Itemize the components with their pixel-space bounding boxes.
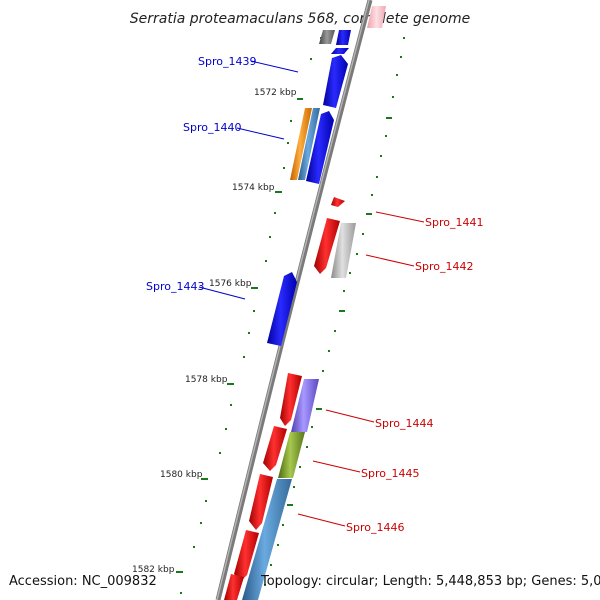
reverse-cds-spro1441[interactable] bbox=[331, 197, 345, 207]
gene-label-spro1443[interactable]: Spro_1443 bbox=[146, 280, 204, 293]
gene-label-spro1446[interactable]: Spro_1446 bbox=[346, 521, 404, 534]
reverse-strand-features bbox=[224, 197, 345, 600]
tick-label-1580: 1580 kbp bbox=[160, 470, 203, 480]
misc-feature-grey[interactable] bbox=[331, 223, 356, 278]
misc-feature-steelblue-upper[interactable] bbox=[298, 108, 320, 180]
genome-backbone bbox=[215, 0, 373, 600]
leader-spro1445 bbox=[312, 460, 361, 473]
gene-label-spro1444[interactable]: Spro_1444 bbox=[375, 417, 433, 430]
gene-label-spro1440[interactable]: Spro_1440 bbox=[183, 121, 241, 134]
forward-cds-spro1443[interactable] bbox=[267, 272, 297, 346]
reverse-cds-2[interactable] bbox=[263, 426, 287, 471]
forward-cds-spro1439[interactable] bbox=[323, 55, 348, 108]
leader-spro1440 bbox=[236, 127, 285, 140]
leader-spro1446 bbox=[297, 513, 346, 527]
misc-feature-orange[interactable] bbox=[290, 108, 312, 180]
tick-label-1574: 1574 kbp bbox=[232, 183, 275, 193]
gene-label-spro1439[interactable]: Spro_1439 bbox=[198, 55, 256, 68]
reverse-cds-5[interactable] bbox=[224, 574, 244, 600]
forward-cds-spro1440[interactable] bbox=[306, 111, 334, 184]
gene-label-spro1442[interactable]: Spro_1442 bbox=[415, 260, 473, 273]
leader-spro1444 bbox=[325, 409, 375, 423]
gene-label-spro1441[interactable]: Spro_1441 bbox=[425, 216, 483, 229]
reverse-cds-3[interactable] bbox=[249, 474, 273, 530]
misc-feature-olive[interactable] bbox=[278, 432, 305, 478]
tick-label-1578: 1578 kbp bbox=[185, 375, 228, 385]
misc-feature-dark-grey[interactable] bbox=[319, 30, 335, 44]
reverse-cds-1[interactable] bbox=[280, 373, 302, 426]
genome-summary-text: Topology: circular; Length: 5,448,853 bp… bbox=[261, 574, 600, 589]
misc-feature-pink[interactable] bbox=[367, 6, 386, 28]
misc-feature-steelblue-lower[interactable] bbox=[242, 479, 292, 600]
forward-strand-features bbox=[267, 30, 351, 346]
tick-label-1582: 1582 kbp bbox=[132, 565, 175, 575]
tick-label-1572: 1572 kbp bbox=[254, 88, 297, 98]
outer-tick-ring bbox=[264, 37, 405, 586]
gene-label-spro1445[interactable]: Spro_1445 bbox=[361, 467, 419, 480]
label-leader-lines bbox=[198, 60, 425, 527]
leader-spro1442 bbox=[365, 254, 415, 267]
map-title: Serratia proteamaculans 568, complete ge… bbox=[130, 11, 470, 27]
reverse-cds-4[interactable] bbox=[234, 530, 259, 581]
forward-cds-small-arrow[interactable] bbox=[331, 48, 349, 54]
misc-feature-purple[interactable] bbox=[291, 379, 319, 432]
leader-spro1443 bbox=[198, 286, 246, 300]
misc-features bbox=[242, 6, 386, 600]
reverse-cds-spro1442-adjacent[interactable] bbox=[314, 218, 340, 274]
accession-text: Accession: NC_009832 bbox=[9, 574, 157, 589]
leader-spro1439 bbox=[250, 60, 299, 73]
tick-label-1576: 1576 kbp bbox=[209, 279, 252, 289]
forward-cds-top-fragment[interactable] bbox=[336, 30, 351, 45]
leader-spro1441 bbox=[375, 211, 425, 223]
